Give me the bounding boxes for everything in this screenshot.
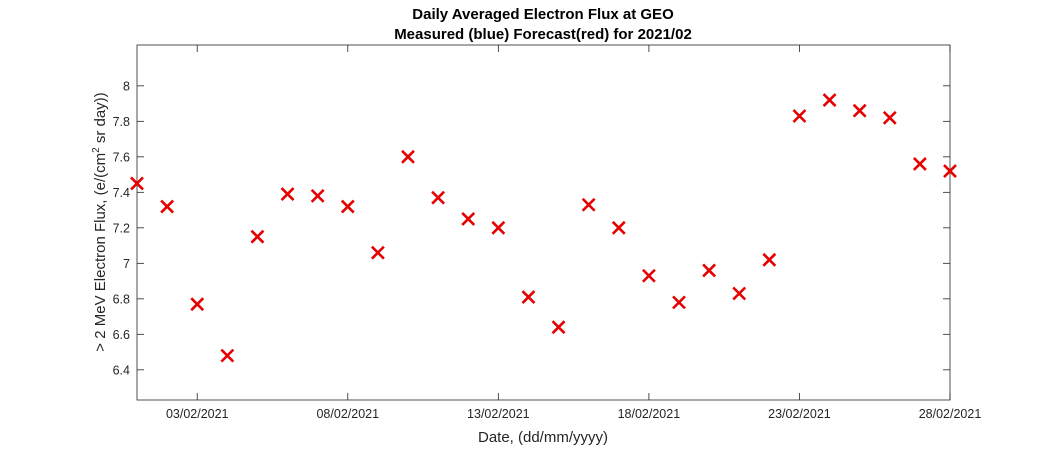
y-tick-label: 6.6 [113, 328, 130, 342]
y-tick-label: 6.8 [113, 292, 130, 306]
forecast-series [130, 93, 957, 363]
data-point-marker [461, 212, 476, 226]
y-tick-label: 7 [123, 257, 130, 271]
data-point-marker [280, 187, 295, 202]
data-point-marker [250, 229, 265, 244]
data-point-marker [912, 157, 927, 171]
data-point-marker [762, 252, 777, 267]
plot-area [136, 44, 951, 401]
x-tick-label: 28/02/2021 [919, 407, 982, 421]
y-tick-label: 7.6 [113, 150, 130, 164]
x-tick-label: 23/02/2021 [768, 407, 831, 421]
y-axis-label-main: > 2 MeV Electron Flux, (e/(cm [92, 153, 109, 352]
data-point-marker [370, 245, 385, 260]
data-point-marker [401, 149, 415, 164]
data-point-marker [310, 188, 325, 203]
data-point-marker [641, 268, 656, 283]
y-tick-label: 7.4 [113, 186, 130, 200]
y-axis-label-tail: sr day)) [92, 92, 109, 147]
data-point-marker [431, 190, 446, 205]
y-axis-label-superscript: 2 [91, 147, 102, 153]
y-axis-label: > 2 MeV Electron Flux, (e/(cm2 sr day)) [91, 92, 109, 351]
chart-title: Daily Averaged Electron Flux at GEO [412, 6, 674, 23]
x-tick-label: 08/02/2021 [316, 407, 379, 421]
data-point-marker [581, 197, 596, 212]
chart-subtitle: Measured (blue) Forecast(red) for 2021/0… [394, 26, 692, 43]
x-tick-label: 13/02/2021 [467, 407, 530, 421]
data-point-marker [160, 199, 175, 214]
data-point-marker [822, 93, 837, 107]
data-point-marker [702, 263, 717, 278]
data-point-marker [220, 348, 235, 363]
x-axis-label: Date, (dd/mm/yyyy) [478, 429, 608, 446]
y-tick-label: 8 [123, 79, 130, 93]
data-point-marker [792, 109, 807, 123]
y-axis-ticks: 6.4 6.6 6.8 7 7.2 7.4 7.6 7.8 8 [113, 79, 950, 377]
data-point-marker [852, 103, 867, 118]
data-point-marker [943, 164, 957, 178]
data-point-marker [882, 110, 897, 125]
data-point-marker [190, 297, 205, 312]
y-tick-label: 7.8 [113, 115, 130, 129]
y-tick-label: 7.2 [113, 221, 130, 235]
y-tick-label: 6.4 [113, 363, 130, 377]
data-point-marker [672, 295, 686, 310]
data-point-marker [340, 199, 355, 214]
data-point-marker [551, 320, 566, 335]
data-point-marker [611, 220, 626, 235]
data-point-marker [491, 220, 506, 235]
data-point-marker [732, 286, 747, 301]
x-tick-label: 03/02/2021 [166, 407, 229, 421]
data-point-marker [130, 176, 144, 191]
data-point-marker [521, 290, 536, 304]
x-tick-label: 18/02/2021 [618, 407, 681, 421]
x-axis-ticks: 03/02/2021 08/02/2021 13/02/2021 18/02/2021… [166, 45, 981, 421]
